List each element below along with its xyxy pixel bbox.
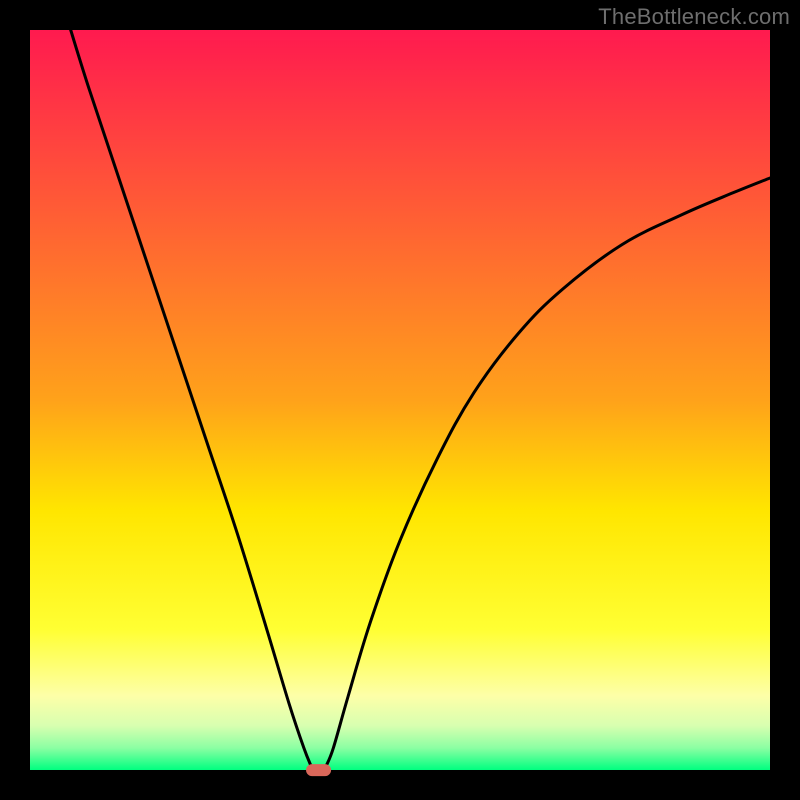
curve-left-branch <box>71 30 312 766</box>
bottleneck-chart <box>30 30 770 770</box>
attribution-text: TheBottleneck.com <box>598 4 790 30</box>
bottleneck-curve <box>30 30 770 770</box>
curve-right-branch <box>326 178 770 766</box>
optimal-marker <box>306 764 332 776</box>
